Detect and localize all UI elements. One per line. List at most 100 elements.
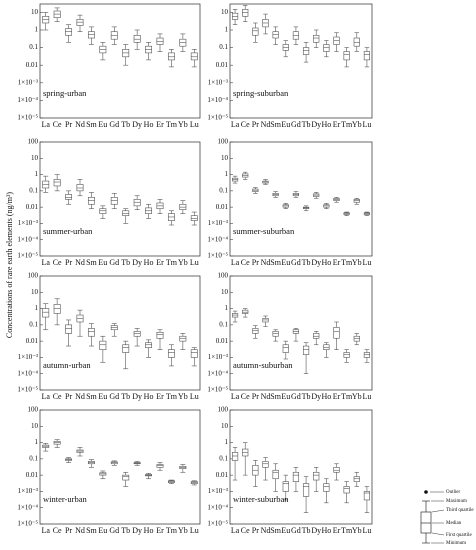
x-tick-label: Lu	[362, 392, 371, 401]
y-tick-label: 0.1	[219, 320, 228, 328]
box	[133, 199, 141, 207]
y-tick-label: 1×10⁻⁴	[207, 96, 228, 104]
x-tick-label: Pr	[65, 120, 72, 129]
y-tick-label: 10	[221, 422, 229, 430]
x-tick-label: Ce	[53, 258, 62, 267]
x-tick-label: Ho	[144, 120, 154, 129]
box	[343, 352, 350, 358]
y-tick-label: 1	[35, 170, 39, 178]
x-tick-label: Tb	[121, 120, 130, 129]
y-tick-label: 1×10⁻⁴	[17, 235, 38, 243]
panel-title: summer-suburban	[233, 226, 295, 236]
box	[122, 474, 130, 481]
x-tick-label: Ce	[53, 392, 62, 401]
box	[156, 464, 164, 468]
box	[76, 184, 84, 192]
y-tick-label: 1×10⁻⁴	[207, 235, 228, 243]
x-tick-label: Ho	[321, 526, 331, 535]
y-tick-label: 1×10⁻⁵	[207, 386, 228, 394]
box	[110, 325, 118, 331]
box	[323, 344, 330, 350]
box	[99, 208, 107, 214]
x-tick-label: Gd	[109, 258, 119, 267]
box	[99, 340, 107, 350]
x-tick-label: Eu	[281, 120, 290, 129]
x-tick-label: Pr	[252, 258, 259, 267]
box	[313, 471, 320, 481]
x-tick-label: Yb	[178, 392, 188, 401]
panel: 10 1 0.1 0.01 1×10⁻³ 1×10⁻⁴ 1×10⁻⁵La Ce Pr Nd Sm Eu…	[207, 3, 373, 129]
x-tick-label: Gd	[109, 526, 119, 535]
x-tick-label: Gd	[291, 392, 301, 401]
x-tick-label: Er	[333, 120, 341, 129]
box	[156, 37, 164, 45]
x-tick-label: Tm	[341, 120, 353, 129]
panel-title: autumn-suburban	[233, 360, 293, 370]
y-tick-label: 0.01	[216, 337, 229, 345]
x-tick-label: Tm	[166, 258, 178, 267]
legend-outlier-dot	[424, 490, 428, 494]
x-tick-label: Pr	[252, 526, 259, 535]
y-tick-label: 1×10⁻⁵	[17, 114, 38, 122]
x-tick-label: Sm	[86, 392, 97, 401]
box	[302, 483, 310, 497]
y-tick-label: 1×10⁻⁵	[207, 520, 228, 528]
y-tick-label: 1×10⁻⁵	[207, 114, 228, 122]
box	[333, 467, 340, 473]
legend-box	[420, 511, 432, 534]
legend-label: Median	[446, 521, 462, 526]
x-tick-label: La	[231, 526, 240, 535]
legend-label: Maximum	[446, 499, 467, 504]
y-tick-label: 10	[31, 422, 39, 430]
x-tick-label: Sm	[270, 258, 281, 267]
x-tick-label: Tm	[166, 526, 178, 535]
x-tick-label: Er	[156, 392, 164, 401]
box	[122, 210, 130, 216]
box	[167, 349, 175, 358]
x-tick-label: Lu	[190, 258, 199, 267]
box	[133, 34, 141, 43]
x-tick-label: Dy	[132, 392, 142, 401]
x-tick-label: Sm	[86, 258, 97, 267]
y-tick-label: 100	[218, 138, 229, 146]
box	[53, 179, 61, 187]
y-tick-label: 1×10⁻³	[18, 78, 38, 86]
box	[353, 335, 360, 342]
y-tick-label: 1×10⁻⁵	[17, 520, 38, 528]
box	[323, 483, 330, 492]
y-tick-label: 1×10⁻⁴	[17, 369, 38, 377]
x-tick-label: Dy	[132, 120, 142, 129]
y-tick-label: 1	[35, 438, 39, 446]
x-tick-label: Tm	[166, 120, 178, 129]
x-tick-label: Gd	[291, 120, 301, 129]
legend-arrows	[430, 491, 445, 544]
x-tick-label: Gd	[109, 120, 119, 129]
box	[323, 44, 330, 52]
x-tick-label: Sm	[270, 120, 281, 129]
x-tick-label: Eu	[98, 120, 107, 129]
x-tick-label: Nd	[75, 392, 85, 401]
panel-title: autumn-urban	[43, 360, 91, 370]
box	[167, 52, 175, 61]
x-tick-label: Sm	[270, 392, 281, 401]
x-tick-label: Pr	[65, 526, 72, 535]
x-tick-label: Eu	[98, 258, 107, 267]
y-tick-label: 10	[221, 8, 229, 16]
panel: 100 10 1 0.1 0.01 1×10⁻³ 1×10⁻⁴ 1×10⁻⁵La Ce Pr Nd S…	[207, 138, 373, 267]
box	[122, 344, 130, 353]
y-axis-label: Concentrations of rare earth elements (n…	[5, 192, 14, 338]
box	[302, 345, 310, 355]
y-tick-label: 100	[28, 138, 39, 146]
y-tick-label: 1×10⁻⁴	[207, 503, 228, 511]
x-tick-label: Ho	[144, 258, 154, 267]
x-tick-label: Yb	[352, 258, 362, 267]
x-tick-label: Tb	[121, 392, 130, 401]
x-tick-label: Sm	[86, 526, 97, 535]
box	[252, 328, 259, 334]
box	[282, 344, 289, 353]
box	[353, 476, 360, 482]
panel: 100 10 1 0.1 0.01 1×10⁻³ 1×10⁻⁴ 1×10⁻⁵La Ce Pr Nd S…	[17, 406, 201, 535]
x-tick-label: Tb	[121, 526, 130, 535]
x-tick-label: Tb	[302, 392, 311, 401]
